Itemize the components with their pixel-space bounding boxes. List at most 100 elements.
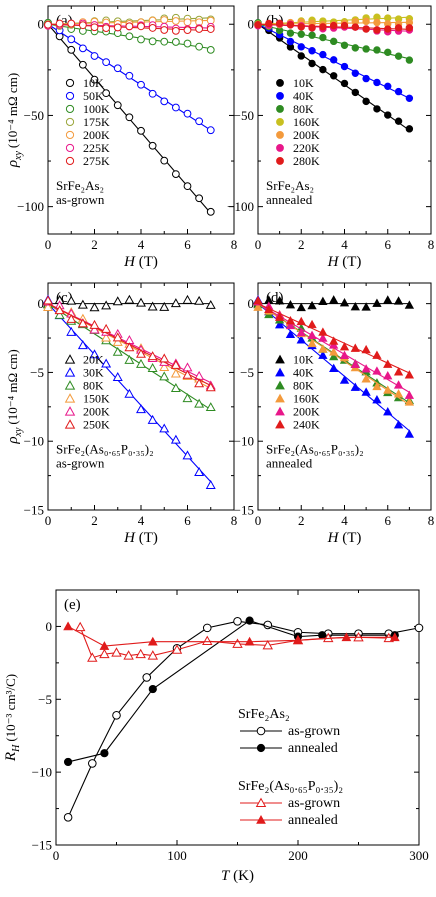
series-30K (43, 294, 216, 489)
data-point (285, 315, 296, 325)
data-point (404, 397, 415, 406)
data-point (112, 711, 121, 720)
data-point (125, 32, 134, 41)
data-point (384, 48, 392, 57)
data-point (373, 18, 381, 27)
data-point (329, 336, 339, 345)
data-point (102, 24, 111, 33)
data-point (372, 394, 382, 404)
data-point (329, 21, 338, 30)
x-tick-label: 300 (409, 848, 429, 863)
data-point (308, 59, 316, 68)
data-point (404, 300, 415, 309)
data-point (206, 45, 215, 54)
y-tick-label: −5 (38, 692, 52, 707)
data-point (350, 359, 360, 369)
data-point (373, 46, 381, 54)
series-3 (63, 621, 400, 650)
data-point (170, 359, 181, 369)
data-point (125, 71, 134, 80)
x-axis-label: T (K) (221, 868, 254, 884)
data-point (124, 294, 135, 304)
data-point (113, 101, 122, 110)
data-point (66, 295, 77, 305)
data-point (361, 364, 371, 373)
data-point (319, 33, 327, 42)
data-point (183, 182, 192, 191)
legend-label: 100K (83, 102, 110, 116)
data-point (340, 62, 349, 71)
y-tick-label: 0 (248, 296, 255, 311)
legend-label: 20K (83, 353, 104, 367)
data-point (372, 381, 382, 391)
legend-marker (64, 367, 76, 377)
data-point (183, 18, 192, 27)
data-point (297, 52, 305, 60)
data-point (285, 320, 296, 330)
data-point (147, 351, 158, 361)
data-point (171, 103, 180, 112)
data-point (350, 382, 360, 391)
data-point (296, 327, 306, 337)
data-point (361, 374, 371, 383)
data-point (77, 318, 88, 328)
data-point (265, 19, 273, 28)
data-point (362, 74, 370, 83)
data-point (171, 38, 180, 46)
sample-label: SrFe₂As₂ (56, 178, 104, 193)
legend-marker (65, 78, 75, 88)
data-point (160, 16, 169, 24)
legend-label: 225K (83, 141, 110, 155)
legend-label: 40K (293, 89, 314, 103)
data-point (147, 414, 158, 424)
data-point (319, 23, 327, 31)
data-point (350, 343, 360, 352)
data-point (394, 24, 403, 32)
x-tick-label: 8 (428, 513, 435, 528)
legend-marker (256, 815, 266, 824)
data-point (318, 344, 328, 353)
data-point (183, 109, 192, 118)
x-tick-label: 4 (138, 237, 145, 252)
legend-label: 160K (293, 392, 320, 406)
data-point (232, 638, 243, 648)
data-point (233, 617, 242, 626)
legend-marker (276, 144, 284, 152)
data-point (87, 652, 98, 662)
data-point (383, 407, 393, 416)
data-point (112, 296, 123, 306)
sample-label: SrFe₂(As₀.₆₅P₀.₃₅)₂ (56, 442, 154, 457)
legend-marker (65, 130, 75, 140)
data-point (329, 351, 339, 361)
data-point (160, 97, 169, 106)
legend-marker (275, 393, 285, 403)
legend-label: annealed (288, 741, 338, 756)
data-point (318, 350, 328, 359)
data-point (405, 24, 414, 32)
data-point (102, 58, 111, 67)
data-point (101, 332, 112, 342)
data-point (274, 319, 285, 329)
legend-marker (276, 157, 284, 165)
data-point (286, 29, 295, 37)
x-tick-label: 0 (53, 848, 60, 863)
data-point (372, 298, 382, 307)
legend-marker (256, 726, 266, 736)
data-point (307, 300, 317, 310)
y-tick-label: −5 (240, 365, 254, 380)
data-point (78, 44, 87, 53)
data-point (350, 301, 360, 311)
data-point (182, 450, 193, 460)
data-point (124, 342, 135, 352)
data-point (361, 344, 371, 354)
data-point (89, 324, 100, 334)
data-point (362, 45, 370, 53)
x-axis-label: H (T) (123, 530, 158, 546)
data-point (148, 141, 157, 150)
y-tick-label: 0 (46, 619, 53, 634)
legend-marker (276, 118, 284, 126)
x-tick-label: 100 (167, 848, 187, 863)
data-point (112, 371, 123, 381)
data-point (43, 302, 53, 312)
data-point (55, 19, 64, 28)
